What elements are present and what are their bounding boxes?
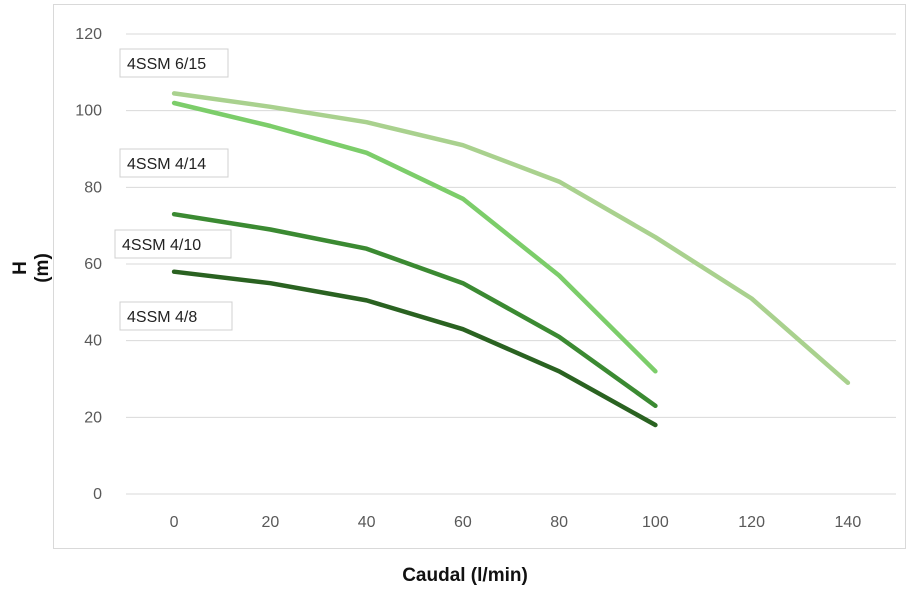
series-label-box [119,148,229,178]
x-tick-label: 120 [738,514,765,531]
series-label: 4SSM 6/15 [119,48,229,78]
series-label-box [119,48,229,78]
x-tick-label: 40 [358,514,376,531]
x-tick-label: 100 [642,514,669,531]
y-tick-label: 80 [84,179,102,196]
y-axis-title: H (m) [10,253,53,283]
series-label-box [114,229,232,259]
series-label-text: 4SSM 4/8 [127,309,197,326]
series-label-text: 4SSM 6/15 [127,56,206,73]
series-label-box [119,301,233,331]
y-tick-label: 100 [75,103,102,120]
series-labels: 4SSM 6/15 4SSM 4/14 4SSM 4/10 4SSM 4/8 [114,48,233,331]
x-axis-title: Caudal (l/min) [402,565,528,586]
x-tick-label: 20 [261,514,279,531]
y-tick-label: 20 [84,409,102,426]
series-line [171,211,658,409]
series-line [171,91,851,386]
series-line [171,269,658,428]
y-tick-label: 60 [84,256,102,273]
series-label-text: 4SSM 4/14 [127,156,206,173]
gridlines [126,33,896,495]
series-label: 4SSM 4/10 [114,229,232,259]
series-label: 4SSM 4/8 [119,301,233,331]
x-tick-label: 0 [170,514,179,531]
x-tick-label: 80 [550,514,568,531]
series-label-text: 4SSM 4/10 [122,237,201,254]
x-tick-label: 140 [835,514,862,531]
series-lines [171,91,851,428]
y-tick-label: 0 [93,486,102,503]
axis-ticks: 0 20 40 60 80 100 120 0 20 40 60 80 100 120 140 [75,26,861,531]
series-line [171,100,658,374]
y-tick-label: 40 [84,333,102,350]
y-tick-label: 120 [75,26,102,43]
series-label: 4SSM 4/14 [119,148,229,178]
x-tick-label: 60 [454,514,472,531]
